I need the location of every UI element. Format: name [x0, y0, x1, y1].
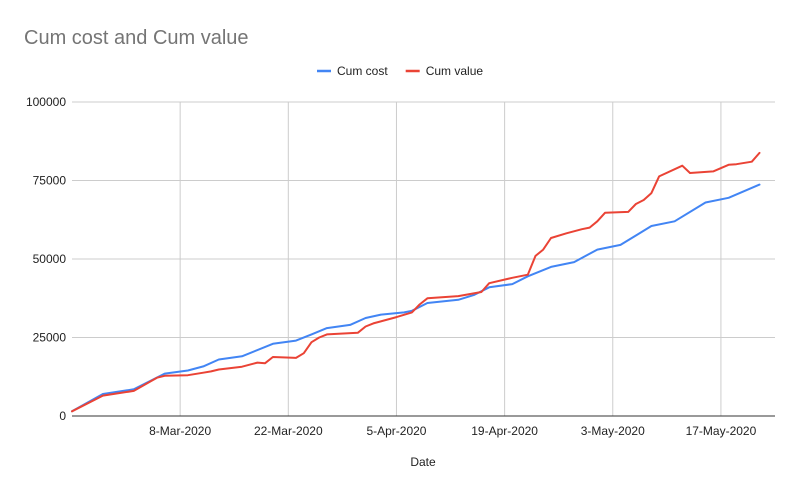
series-line-1: [71, 151, 761, 413]
x-tick-label: 3-May-2020: [581, 424, 645, 438]
legend: Cum cost Cum value: [317, 64, 483, 78]
x-axis-title: Date: [410, 455, 436, 469]
y-tick-label: 0: [59, 409, 66, 423]
y-axis-ticks: 0 25000 50000 75000 100000: [26, 95, 66, 423]
y-tick-label: 25000: [33, 331, 67, 345]
y-tick-label: 100000: [26, 95, 66, 109]
x-tick-label: 17-May-2020: [686, 424, 757, 438]
y-tick-label: 75000: [33, 174, 67, 188]
legend-label: Cum value: [426, 64, 484, 78]
x-tick-label: 5-Apr-2020: [366, 424, 426, 438]
x-tick-label: 8-Mar-2020: [149, 424, 211, 438]
series-line-0: [71, 183, 761, 413]
grid-lines: [72, 101, 775, 416]
y-tick-label: 50000: [33, 252, 67, 266]
x-axis-ticks: 8-Mar-2020 22-Mar-2020 5-Apr-2020 19-Apr-20…: [149, 424, 756, 438]
series-lines: [71, 151, 761, 413]
x-tick-label: 22-Mar-2020: [254, 424, 323, 438]
legend-label: Cum cost: [337, 64, 388, 78]
x-tick-label: 19-Apr-2020: [471, 424, 538, 438]
chart-title: Cum cost and Cum value: [24, 27, 249, 49]
